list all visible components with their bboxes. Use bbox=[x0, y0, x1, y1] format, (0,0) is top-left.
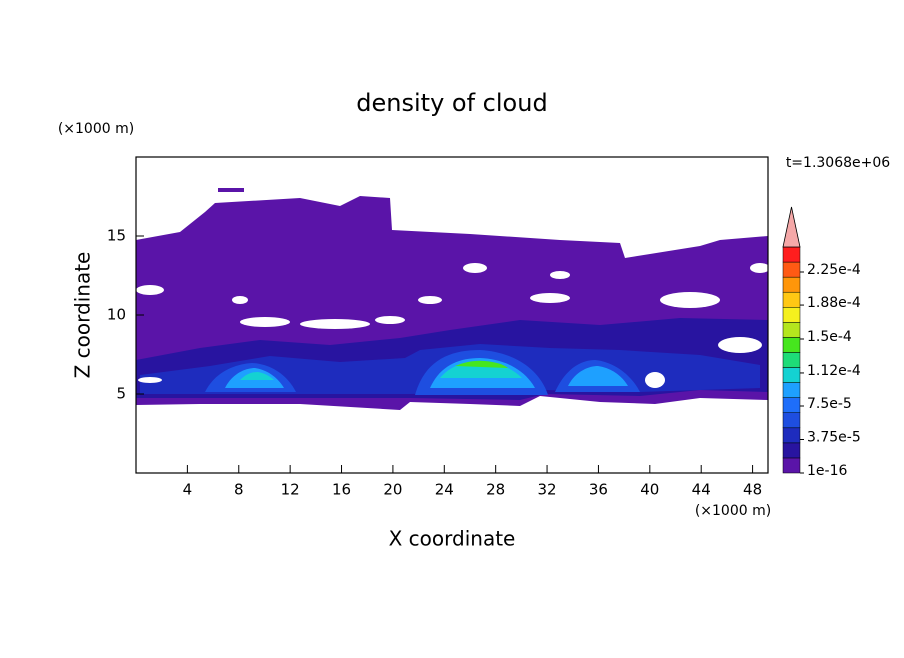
colorbar-band bbox=[782, 397, 801, 413]
annotation: t=1.3068e+06 bbox=[786, 155, 890, 171]
x-tick-label: 12 bbox=[281, 481, 300, 499]
x-tick-label: 4 bbox=[183, 481, 193, 499]
colorbar-band bbox=[782, 246, 801, 263]
x-label: X coordinate bbox=[389, 527, 516, 551]
chart-title: density of cloud bbox=[356, 89, 547, 117]
colorbar-band bbox=[782, 337, 801, 353]
colorbar-band bbox=[782, 352, 801, 368]
x-tick-label: 44 bbox=[692, 481, 711, 499]
colorbar-tick-label: 1.5e-4 bbox=[807, 329, 852, 345]
colorbar-tick-label: 7.5e-5 bbox=[807, 396, 852, 412]
contour-field bbox=[136, 188, 768, 410]
colorbar-band bbox=[782, 307, 801, 323]
colorbar-band bbox=[782, 427, 801, 444]
x-tick-label: 24 bbox=[435, 481, 454, 499]
colorbar-tick-label: 1.88e-4 bbox=[807, 295, 861, 311]
y-tick-label: 10 bbox=[107, 306, 126, 324]
contour-region bbox=[240, 361, 522, 380]
contour-hole bbox=[136, 263, 768, 388]
x-unit: (×1000 m) bbox=[695, 503, 771, 519]
colorbar-tick-label: 1.12e-4 bbox=[807, 363, 861, 379]
colorbar-band bbox=[782, 442, 801, 459]
x-tick-label: 36 bbox=[589, 481, 608, 499]
y-label: Z coordinate bbox=[71, 252, 95, 379]
colorbar-band bbox=[782, 261, 801, 278]
colorbar-tick-label: 1e-16 bbox=[807, 463, 847, 479]
x-tick-label: 28 bbox=[486, 481, 505, 499]
x-tick-label: 8 bbox=[234, 481, 244, 499]
x-tick-label: 40 bbox=[640, 481, 659, 499]
x-tick-label: 16 bbox=[332, 481, 351, 499]
colorbar-band bbox=[782, 382, 801, 398]
y-tick-label: 5 bbox=[116, 385, 126, 403]
colorbar-band bbox=[782, 457, 801, 474]
x-tick-label: 32 bbox=[538, 481, 557, 499]
colorbar-band bbox=[782, 276, 801, 293]
colorbar-band bbox=[782, 367, 801, 383]
contour-region bbox=[455, 360, 508, 368]
colorbar-tick-label: 2.25e-4 bbox=[807, 262, 861, 278]
colorbar-extend bbox=[782, 206, 801, 248]
x-tick-label: 48 bbox=[743, 481, 762, 499]
y-unit: (×1000 m) bbox=[58, 121, 134, 137]
colorbar-band bbox=[782, 322, 801, 338]
colorbar-band bbox=[782, 291, 801, 308]
y-tick-label: 15 bbox=[107, 227, 126, 245]
colorbar-tick-label: 3.75e-5 bbox=[807, 430, 861, 446]
colorbar-band bbox=[782, 412, 801, 429]
x-tick-label: 20 bbox=[383, 481, 402, 499]
contour-region bbox=[225, 358, 628, 388]
contour-region bbox=[218, 188, 244, 192]
